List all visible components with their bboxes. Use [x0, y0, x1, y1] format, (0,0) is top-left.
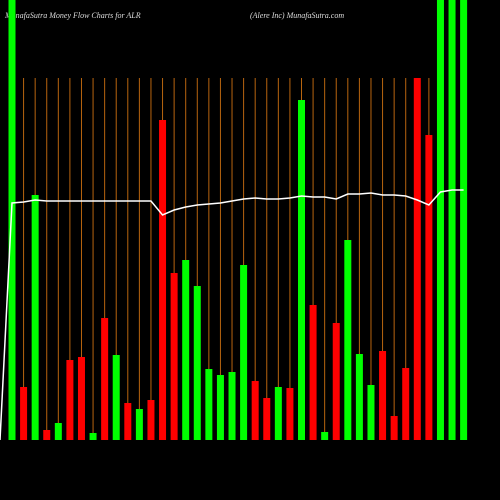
- bar: [390, 416, 398, 440]
- line: [0, 189, 464, 441]
- bar: [124, 403, 132, 440]
- bar: [298, 100, 305, 440]
- bar: [170, 273, 178, 440]
- bar: [240, 265, 248, 440]
- bar: [436, 0, 444, 440]
- bar: [66, 360, 74, 440]
- bar: [448, 0, 456, 440]
- bar: [332, 323, 340, 440]
- bar: [309, 305, 317, 440]
- bar: [54, 423, 62, 440]
- bar: [425, 135, 433, 440]
- chart-title: MunafaSutra Money Flow Charts for ALR: [4, 11, 141, 20]
- bar: [43, 430, 51, 440]
- bar: [367, 385, 375, 440]
- bar: [101, 318, 109, 440]
- bar: [193, 286, 201, 440]
- bar: [274, 387, 282, 440]
- bar: [228, 372, 236, 440]
- bar: [413, 78, 421, 440]
- bar: [182, 260, 190, 440]
- bar: [263, 398, 271, 440]
- bar: [147, 400, 155, 440]
- bar: [321, 432, 329, 440]
- bar: [31, 195, 39, 440]
- bar: [286, 388, 294, 440]
- bar: [77, 357, 85, 440]
- chart-subtitle: (Alere Inc) MunafaSutra.com: [250, 11, 344, 20]
- bar: [216, 375, 224, 440]
- bar: [460, 0, 468, 440]
- bar: [20, 387, 28, 440]
- bar: [135, 409, 143, 440]
- bar: [205, 369, 213, 440]
- bar: [344, 240, 352, 440]
- bar: [251, 381, 259, 440]
- bar: [402, 368, 410, 440]
- bar: [112, 355, 120, 440]
- bar: [8, 0, 16, 440]
- bar: [355, 354, 363, 440]
- bar: [89, 433, 97, 440]
- bar: [379, 351, 387, 440]
- bar: [159, 120, 167, 440]
